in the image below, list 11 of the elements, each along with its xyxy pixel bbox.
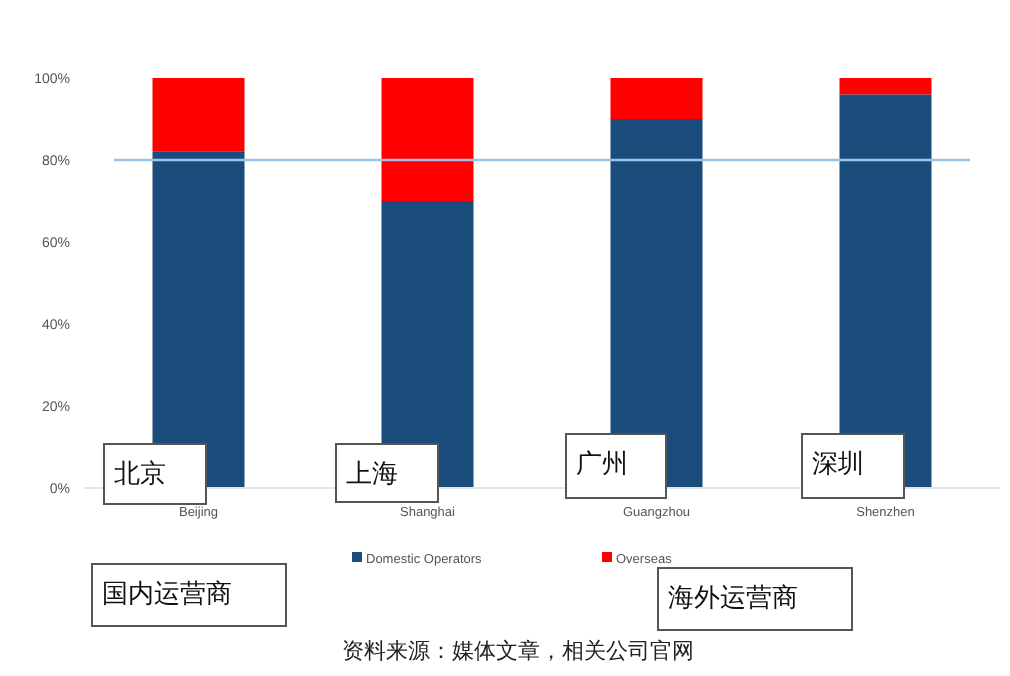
annotation: 广州 [576,448,628,478]
annotation: 北京 [114,458,166,488]
text: 海外运营商 [668,582,798,612]
annotation: 上海 [346,458,398,488]
text: 资料来源：媒体文章，相关公司官网 [342,638,694,664]
bar [152,78,245,152]
bar [839,78,932,95]
annotation: 深圳 [812,448,864,478]
bar [610,78,703,119]
bar [381,78,474,201]
text: 国内运营商 [102,578,232,608]
